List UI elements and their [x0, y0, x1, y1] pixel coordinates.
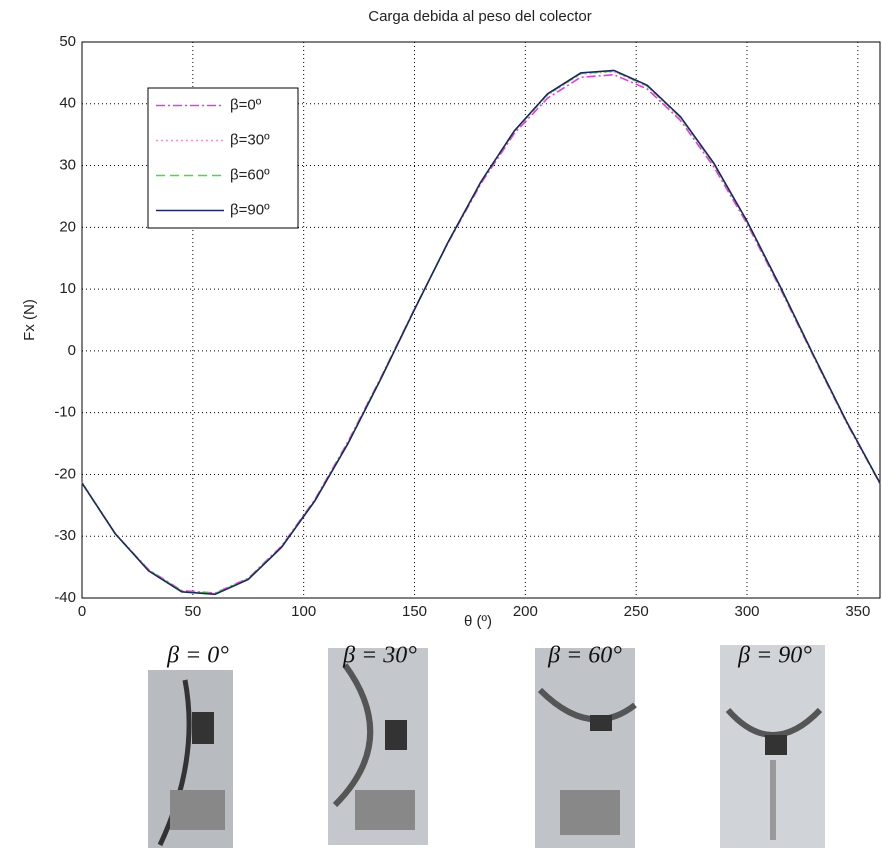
y-tick-label: 30	[59, 157, 76, 174]
photos	[148, 645, 825, 848]
photo-detail	[537, 687, 637, 723]
plot-frame	[81, 41, 881, 599]
chart-title: Carga debida al peso del colector	[368, 8, 591, 25]
y-tick-label: 0	[68, 342, 76, 359]
legend-box	[147, 87, 299, 229]
y-tick-label: -10	[54, 404, 76, 421]
photo-detail	[170, 790, 225, 830]
x-tick-label: 100	[291, 603, 316, 620]
photo-detail	[765, 735, 787, 755]
photo-detail	[157, 679, 192, 847]
y-tick-label: -30	[54, 527, 76, 544]
x-tick-label: 250	[624, 603, 649, 620]
photo-detail	[770, 760, 776, 840]
legend-label: β=90º	[230, 201, 270, 218]
photo-caption: β = 30°	[342, 643, 417, 669]
legend-label: β=30º	[230, 131, 270, 148]
legend-label: β=0º	[230, 96, 262, 113]
photo-detail	[192, 712, 214, 744]
photo-detail	[355, 790, 415, 830]
x-tick-label: 150	[402, 603, 427, 620]
photo-detail	[332, 663, 374, 808]
y-tick-label: 10	[59, 280, 76, 297]
y-tick-label: 50	[59, 33, 76, 50]
y-tick-label: 20	[59, 218, 76, 235]
series-line	[81, 69, 881, 596]
y-tick-label: -40	[54, 589, 76, 606]
x-tick-label: 350	[845, 603, 870, 620]
y-tick-label: -20	[54, 465, 76, 482]
photo-caption: β = 60°	[547, 643, 622, 669]
photo-detail	[385, 720, 407, 750]
x-tick-label: 200	[513, 603, 538, 620]
x-axis-label: θ (º)	[464, 613, 492, 630]
y-tick-label: 40	[59, 95, 76, 112]
photo-caption: β = 90°	[737, 643, 812, 669]
photo-detail	[590, 715, 612, 731]
legend-label: β=60º	[230, 166, 270, 183]
y-axis-label: Fx (N)	[21, 299, 38, 341]
photo-detail	[560, 790, 620, 835]
x-tick-label: 300	[734, 603, 759, 620]
x-tick-label: 0	[78, 603, 86, 620]
photo-caption: β = 0°	[166, 643, 229, 669]
x-tick-label: 50	[184, 603, 201, 620]
